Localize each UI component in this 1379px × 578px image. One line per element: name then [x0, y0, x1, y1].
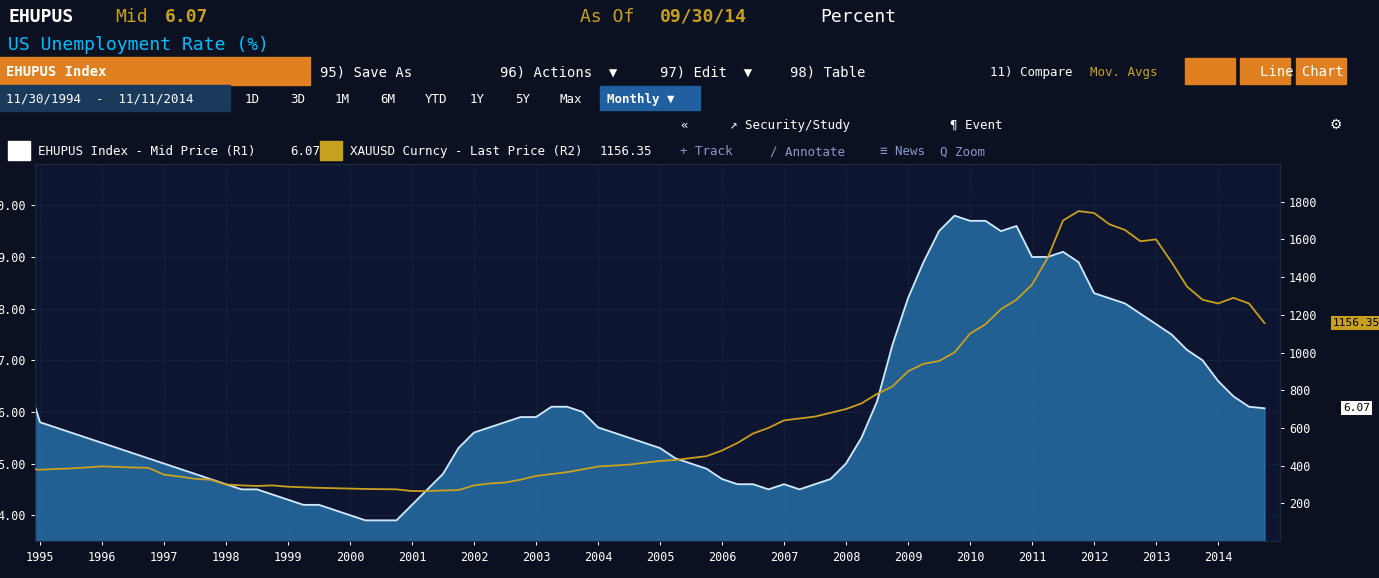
- Bar: [8, 141, 30, 160]
- Text: 1156.35: 1156.35: [600, 145, 652, 158]
- Text: YTD: YTD: [425, 93, 448, 106]
- Bar: [0, 85, 230, 111]
- Text: 96) Actions  ▼: 96) Actions ▼: [501, 65, 618, 79]
- Text: ↗ Security/Study: ↗ Security/Study: [729, 119, 849, 132]
- Text: 6.07: 6.07: [165, 8, 208, 25]
- Text: «: «: [680, 119, 688, 132]
- Text: Max: Max: [560, 93, 582, 106]
- Text: EHUPUS Index - Mid Price (R1): EHUPUS Index - Mid Price (R1): [39, 145, 255, 158]
- Text: Mid: Mid: [114, 8, 148, 25]
- Bar: [600, 86, 701, 110]
- Text: US Unemployment Rate (%): US Unemployment Rate (%): [8, 36, 269, 54]
- Text: EHUPUS: EHUPUS: [8, 8, 73, 25]
- Text: EHUPUS Index: EHUPUS Index: [6, 65, 106, 79]
- Text: 1D: 1D: [245, 93, 261, 106]
- Text: As Of: As Of: [581, 8, 634, 25]
- Text: Line Chart: Line Chart: [1260, 65, 1343, 79]
- Text: 1156.35: 1156.35: [1332, 318, 1379, 328]
- Text: Percent: Percent: [821, 8, 896, 25]
- Text: 11/30/1994  -  11/11/2014: 11/30/1994 - 11/11/2014: [6, 93, 193, 106]
- Text: 6.07: 6.07: [1343, 403, 1369, 413]
- Bar: [320, 141, 342, 160]
- Text: Q Zoom: Q Zoom: [940, 145, 985, 158]
- Bar: [1296, 58, 1346, 84]
- Text: 1M: 1M: [335, 93, 350, 106]
- Text: 95) Save As: 95) Save As: [320, 65, 412, 79]
- Text: 6M: 6M: [381, 93, 394, 106]
- Text: 6.07: 6.07: [290, 145, 320, 158]
- Bar: [0, 57, 310, 85]
- Text: 97) Edit  ▼: 97) Edit ▼: [661, 65, 752, 79]
- Text: 11) Compare: 11) Compare: [990, 66, 1073, 79]
- Text: 98) Table: 98) Table: [790, 65, 866, 79]
- Text: 3D: 3D: [290, 93, 305, 106]
- Text: ≡ News: ≡ News: [880, 145, 925, 158]
- Text: 5Y: 5Y: [514, 93, 530, 106]
- Text: ⚙: ⚙: [1329, 118, 1343, 132]
- Text: XAUUSD Curncy - Last Price (R2): XAUUSD Curncy - Last Price (R2): [350, 145, 582, 158]
- Text: ¶ Event: ¶ Event: [950, 119, 1003, 132]
- Text: ∕ Annotate: ∕ Annotate: [769, 145, 845, 158]
- Text: 09/30/14: 09/30/14: [661, 8, 747, 25]
- Text: Monthly ▼: Monthly ▼: [607, 93, 674, 106]
- Bar: [1185, 58, 1236, 84]
- Text: Mov. Avgs: Mov. Avgs: [1089, 66, 1157, 79]
- Text: + Track: + Track: [680, 145, 732, 158]
- Text: 1Y: 1Y: [470, 93, 485, 106]
- Bar: [1240, 58, 1289, 84]
